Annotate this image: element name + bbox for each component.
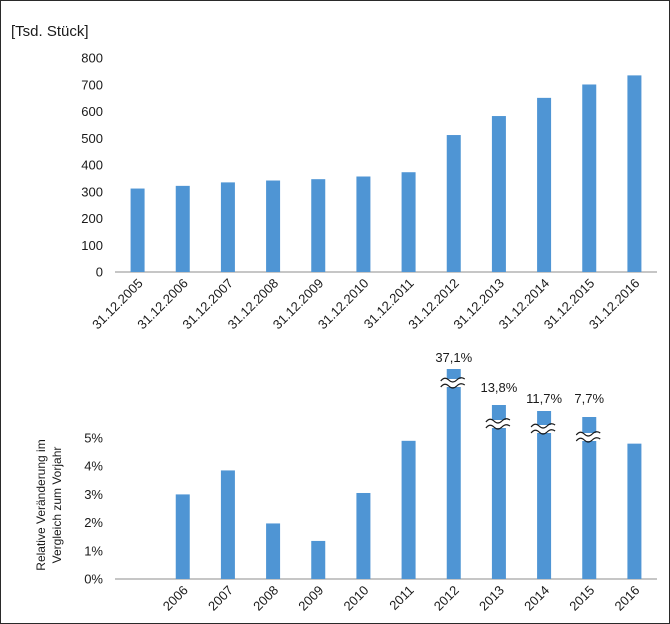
bottom-x-tick-label: 2010: [340, 583, 371, 614]
bottom-x-tick-label: 2012: [431, 583, 462, 614]
axis-break-gap: [440, 379, 467, 387]
top-bar: [627, 75, 642, 272]
bottom-x-tick-label: 2009: [295, 583, 326, 614]
axis-break-gap: [576, 433, 603, 441]
top-y-tick-label: 700: [81, 77, 103, 92]
axis-break-mark: [530, 429, 556, 435]
bottom-data-label: 7,7%: [574, 391, 604, 406]
bottom-x-tick-label: 2016: [611, 583, 642, 614]
bottom-bar: [356, 492, 371, 579]
bottom-bar: [266, 523, 281, 579]
bottom-x-tick-label: 2011: [386, 583, 416, 613]
top-bar: [582, 84, 597, 272]
axis-break-gap: [531, 425, 558, 433]
top-bar: [175, 185, 190, 272]
top-y-tick-label: 100: [81, 238, 103, 253]
bottom-x-tick-label: 2008: [250, 583, 281, 614]
top-y-tick-label: 400: [81, 158, 103, 173]
bottom-bar: [446, 369, 461, 579]
bottom-x-tick-label: 2007: [205, 583, 236, 614]
bottom-data-label: 37,1%: [435, 350, 472, 365]
bottom-bar: [582, 417, 597, 579]
top-bar: [356, 176, 371, 272]
bottom-chart: Relative Veränderung im Vergleich zum Vo…: [34, 350, 657, 614]
y-axis-label-line-1: Relative Veränderung im: [34, 439, 48, 570]
bottom-y-tick-label: 4%: [84, 459, 103, 474]
top-bars: [130, 75, 642, 272]
bottom-data-labels: 37,1% 13,8% 11,7% 7,7%: [435, 350, 604, 406]
top-bar: [491, 116, 506, 272]
top-x-ticks: 31.12.200531.12.200631.12.200731.12.2008…: [89, 276, 642, 333]
axis-break-mark: [530, 423, 556, 429]
top-bar: [446, 135, 461, 272]
axis-break-gap: [485, 420, 512, 428]
top-y-tick-label: 600: [81, 104, 103, 119]
bottom-y-ticks: 0% 1% 2% 3% 4% 5%: [84, 431, 103, 587]
bottom-y-tick-label: 5%: [84, 431, 103, 446]
bottom-x-tick-label: 2006: [160, 583, 191, 614]
top-y-ticks: 0 100 200 300 400 500 600 700 800: [81, 51, 103, 280]
axis-break-mark: [440, 383, 466, 389]
bottom-y-tick-label: 1%: [84, 543, 103, 558]
axis-break-mark: [485, 424, 511, 430]
bottom-bar: [491, 405, 506, 579]
top-y-tick-label: 0: [96, 265, 103, 280]
y-axis-label-line-2: Vergleich zum Vorjahr: [50, 447, 64, 564]
axis-break-mark: [485, 418, 511, 424]
top-bar: [130, 188, 145, 272]
top-y-tick-label: 300: [81, 184, 103, 199]
axis-break-mark: [575, 431, 601, 437]
axis-break-mark: [440, 377, 466, 383]
top-y-tick-label: 200: [81, 211, 103, 226]
bottom-y-tick-label: 0%: [84, 572, 103, 587]
bottom-x-tick-label: 2015: [566, 583, 597, 614]
bottom-bar: [175, 494, 190, 579]
top-y-tick-label: 500: [81, 131, 103, 146]
top-chart: [Tsd. Stück] 0 100 200 300 400 500 600 700 800 3…: [11, 23, 657, 332]
bottom-bar: [220, 470, 235, 579]
bottom-data-label: 13,8%: [480, 380, 517, 395]
top-bar: [311, 179, 326, 272]
bottom-bars: [175, 369, 642, 579]
bottom-y-tick-label: 3%: [84, 487, 103, 502]
top-bar: [537, 97, 552, 272]
top-y-tick-label: 800: [81, 51, 103, 66]
bottom-bar: [401, 440, 416, 579]
top-bar: [401, 172, 416, 272]
bottom-data-label: 11,7%: [526, 391, 562, 406]
bottom-x-ticks: 2006 2007 2008 2009 2010 2011 2012 2013 2014 2015…: [160, 583, 643, 614]
bottom-bar: [311, 540, 326, 579]
bottom-x-tick-label: 2014: [521, 583, 552, 614]
unit-label: [Tsd. Stück]: [11, 23, 89, 40]
bottom-y-tick-label: 2%: [84, 515, 103, 530]
top-bar: [266, 180, 281, 272]
bottom-bar: [537, 411, 552, 579]
bottom-x-tick-label: 2013: [476, 583, 507, 614]
bottom-bar: [627, 443, 642, 579]
top-bar: [220, 182, 235, 272]
axis-break-mark: [575, 437, 601, 443]
